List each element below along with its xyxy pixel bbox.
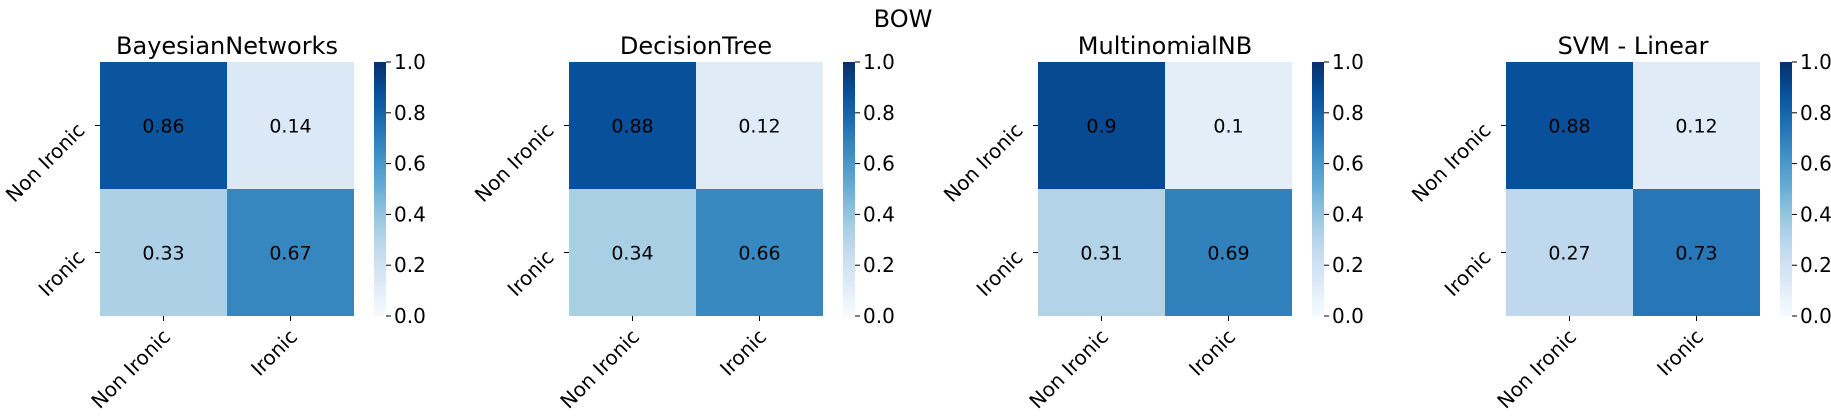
- heatmap-cell: [569, 189, 696, 316]
- heatmap-panel-3: MultinomialNB 0.9 0.1 0.31 0.69 Non Ironic Iro…: [939, 32, 1364, 413]
- colorbar-tick-label: 0.6: [1332, 152, 1364, 176]
- colorbar: [374, 62, 386, 316]
- colorbar-tick-label: 0.6: [863, 152, 895, 176]
- heatmap-cell: [696, 189, 823, 316]
- colorbar-tick-label: 0.4: [394, 202, 426, 226]
- heatmap-title: MultinomialNB: [1078, 32, 1252, 60]
- colorbar-tick-label: 0.6: [1800, 152, 1831, 176]
- cell-value-label: 0.86: [142, 116, 184, 138]
- colorbar-tick-label: 0.2: [863, 253, 895, 277]
- cell-value-label: 0.14: [269, 116, 311, 138]
- y-tick-label: Ironic: [1440, 245, 1496, 301]
- colorbar-tick-label: 0.0: [1800, 304, 1831, 328]
- heatmap-cell: [1165, 189, 1292, 316]
- heatmap-cell: [227, 62, 354, 189]
- colorbar-tick-label: 0.4: [1800, 202, 1831, 226]
- cell-value-label: 0.9: [1086, 116, 1116, 138]
- colorbar-tick-label: 0.2: [1800, 253, 1831, 277]
- heatmap-title: SVM - Linear: [1558, 32, 1709, 60]
- heatmap-cell: [1633, 189, 1760, 316]
- cell-value-label: 0.33: [142, 243, 184, 265]
- cell-value-label: 0.73: [1675, 243, 1717, 265]
- heatmap-panel-1: BayesianNetworks 0.86 0.14 0.33 0.67 Non Iron…: [1, 32, 426, 413]
- y-tick-label: Ironic: [34, 245, 90, 301]
- heatmap-cell: [1506, 189, 1633, 316]
- heatmap-cell: [1165, 62, 1292, 189]
- cell-value-label: 0.1: [1213, 116, 1243, 138]
- colorbar-tick-label: 1.0: [1332, 50, 1364, 74]
- colorbar-tick-label: 1.0: [1800, 50, 1831, 74]
- heatmap-cell: [1506, 62, 1633, 189]
- x-tick-label: Ironic: [715, 325, 771, 381]
- y-tick-label: Non Ironic: [939, 118, 1028, 207]
- colorbar-tick-label: 0.2: [394, 253, 426, 277]
- x-tick-label: Non Ironic: [1024, 325, 1113, 414]
- colorbar: [843, 62, 855, 316]
- colorbar-tick-label: 0.8: [1800, 101, 1831, 125]
- colorbar-tick-label: 0.8: [863, 101, 895, 125]
- x-tick-label: Non Ironic: [1492, 325, 1581, 414]
- x-tick-label: Non Ironic: [86, 325, 175, 414]
- cell-value-label: 0.88: [1548, 116, 1590, 138]
- cell-value-label: 0.88: [611, 116, 653, 138]
- heatmap-cell: [227, 189, 354, 316]
- x-tick-label: Ironic: [246, 325, 302, 381]
- y-tick-label: Non Ironic: [1407, 118, 1496, 207]
- colorbar-tick-label: 1.0: [863, 50, 895, 74]
- cell-value-label: 0.67: [269, 243, 311, 265]
- colorbar-tick-label: 0.2: [1332, 253, 1364, 277]
- y-tick-label: Ironic: [972, 245, 1028, 301]
- colorbar-tick-label: 0.8: [1332, 101, 1364, 125]
- colorbar-tick-label: 0.4: [863, 202, 895, 226]
- x-tick-label: Ironic: [1652, 325, 1708, 381]
- heatmap-panel-4: SVM - Linear 0.88 0.12 0.27 0.73 Non Ironic Ir…: [1407, 32, 1831, 413]
- y-tick-label: Non Ironic: [470, 118, 559, 207]
- colorbar-tick-label: 0.4: [1332, 202, 1364, 226]
- colorbar-tick-label: 1.0: [394, 50, 426, 74]
- heatmap-cell: [100, 189, 227, 316]
- cell-value-label: 0.34: [611, 243, 653, 265]
- heatmap-title: BayesianNetworks: [116, 32, 338, 60]
- colorbar-tick-label: 0.0: [1332, 304, 1364, 328]
- y-tick-label: Non Ironic: [1, 118, 90, 207]
- cell-value-label: 0.12: [738, 116, 780, 138]
- heatmap-cell: [1038, 189, 1165, 316]
- colorbar-tick-label: 0.6: [394, 152, 426, 176]
- cell-value-label: 0.66: [738, 243, 780, 265]
- colorbar-tick-label: 0.0: [394, 304, 426, 328]
- heatmap-title: DecisionTree: [620, 32, 772, 60]
- y-tick-label: Ironic: [503, 245, 559, 301]
- colorbar: [1780, 62, 1792, 316]
- colorbar-tick-label: 0.0: [863, 304, 895, 328]
- heatmap-panels: BayesianNetworks 0.86 0.14 0.33 0.67 Non Iron…: [1, 32, 1831, 413]
- colorbar: [1312, 62, 1324, 316]
- cell-value-label: 0.31: [1080, 243, 1122, 265]
- cell-value-label: 0.27: [1548, 243, 1590, 265]
- colorbar-tick-label: 0.8: [394, 101, 426, 125]
- heatmap-cell: [1038, 62, 1165, 189]
- heatmap-cell: [1633, 62, 1760, 189]
- heatmap-cell: [100, 62, 227, 189]
- x-tick-label: Ironic: [1184, 325, 1240, 381]
- x-tick-label: Non Ironic: [555, 325, 644, 414]
- heatmap-cell: [569, 62, 696, 189]
- heatmap-cell: [696, 62, 823, 189]
- cell-value-label: 0.69: [1207, 243, 1249, 265]
- figure-suptitle: BOW: [874, 5, 933, 33]
- heatmap-panel-2: DecisionTree 0.88 0.12 0.34 0.66 Non Ironic Ir…: [470, 32, 895, 413]
- cell-value-label: 0.12: [1675, 116, 1717, 138]
